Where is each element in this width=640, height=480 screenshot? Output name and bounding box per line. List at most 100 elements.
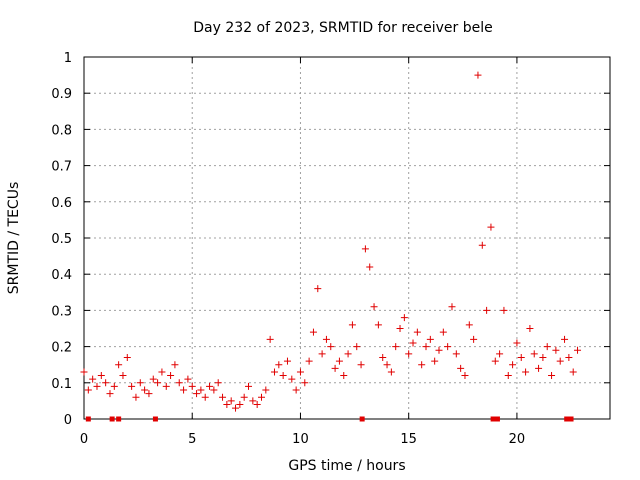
data-point: [279, 372, 287, 380]
data-point: [340, 372, 348, 380]
data-point: [197, 386, 205, 394]
data-point: [461, 372, 469, 380]
x-tick-label: 15: [400, 432, 417, 447]
data-point: [348, 321, 356, 329]
data-point: [487, 223, 495, 231]
data-point: [110, 382, 118, 390]
gap-marker: [568, 416, 574, 422]
data-point: [387, 368, 395, 376]
data-point: [262, 386, 270, 394]
data-point: [223, 401, 231, 409]
data-point: [123, 353, 131, 361]
gap-marker: [152, 416, 158, 422]
data-point: [141, 386, 149, 394]
data-point: [102, 379, 110, 387]
data-point: [301, 379, 309, 387]
data-point: [309, 328, 317, 336]
data-point: [149, 375, 157, 383]
data-point: [392, 343, 400, 351]
data-point: [383, 361, 391, 369]
x-axis-label: GPS time / hours: [288, 458, 405, 474]
data-point: [314, 285, 322, 293]
data-point: [245, 382, 253, 390]
data-point: [84, 386, 92, 394]
data-point: [357, 361, 365, 369]
data-point: [474, 71, 482, 79]
data-point: [106, 390, 114, 398]
data-point: [400, 314, 408, 322]
data-point: [175, 379, 183, 387]
data-point: [405, 350, 413, 358]
data-point: [171, 361, 179, 369]
data-point: [188, 382, 196, 390]
data-point: [283, 357, 291, 365]
data-point: [513, 339, 521, 347]
data-point: [180, 386, 188, 394]
data-point: [483, 306, 491, 314]
data-point: [574, 346, 582, 354]
y-tick-label: 0: [64, 413, 72, 428]
data-point: [422, 343, 430, 351]
data-point: [409, 339, 417, 347]
data-point: [504, 372, 512, 380]
plot-frame: [83, 56, 611, 420]
data-point: [517, 353, 525, 361]
data-point: [353, 343, 361, 351]
data-point: [296, 368, 304, 376]
data-point: [232, 404, 240, 412]
data-point: [292, 386, 300, 394]
data-point: [530, 350, 538, 358]
y-tick-label: 0.4: [51, 268, 72, 283]
data-point: [526, 325, 534, 332]
data-point: [162, 382, 170, 390]
data-point: [184, 375, 192, 383]
x-tick-label: 20: [509, 432, 526, 447]
data-point: [496, 350, 504, 358]
data-point: [210, 386, 218, 394]
data-point: [500, 306, 508, 314]
gap-marker: [116, 416, 122, 422]
data-point: [435, 346, 443, 354]
gap-marker: [490, 416, 496, 422]
y-axis-label: SRMTID / TECUs: [6, 182, 22, 295]
data-point: [154, 379, 162, 387]
data-point: [249, 397, 257, 405]
data-point: [431, 357, 439, 365]
data-point: [331, 364, 339, 372]
y-tick-label: 0.5: [51, 232, 72, 247]
data-point: [569, 368, 577, 376]
y-tick-label: 0.8: [51, 123, 72, 138]
data-point: [522, 368, 530, 376]
data-point: [89, 375, 97, 383]
data-point: [374, 321, 382, 329]
data-point: [136, 379, 144, 387]
data-point: [206, 382, 214, 390]
data-point: [288, 375, 296, 383]
data-point: [561, 335, 569, 343]
data-point: [418, 361, 426, 369]
data-points: [80, 71, 582, 412]
data-point: [548, 372, 556, 380]
data-point: [266, 335, 274, 343]
data-point: [322, 335, 330, 343]
y-tick-label: 0.1: [51, 377, 72, 392]
data-point: [93, 382, 101, 390]
data-point: [193, 390, 201, 398]
gap-marker: [359, 416, 365, 422]
data-point: [167, 372, 175, 380]
data-point: [535, 364, 543, 372]
x-tick-label: 0: [80, 432, 88, 447]
data-point: [305, 357, 313, 365]
data-point: [366, 263, 374, 271]
y-tick-label: 1: [64, 51, 72, 66]
data-point: [80, 368, 88, 376]
data-point: [509, 361, 517, 369]
data-point: [275, 361, 283, 369]
data-point: [478, 241, 486, 249]
y-tick-label: 0.2: [51, 341, 72, 356]
data-point: [257, 393, 265, 401]
data-point: [452, 350, 460, 358]
data-point: [158, 368, 166, 376]
data-point: [543, 343, 551, 351]
data-point: [270, 368, 278, 376]
